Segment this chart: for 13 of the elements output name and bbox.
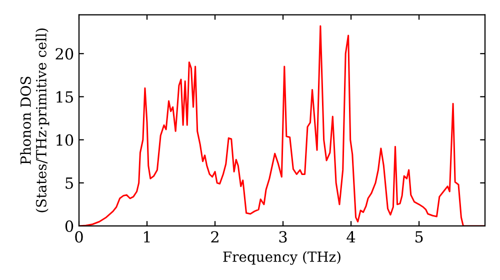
- x-tick-label: 0: [75, 231, 83, 243]
- y-tick-label: 15: [56, 91, 73, 103]
- y-tick-label: 20: [56, 48, 74, 60]
- y-tick-label: 10: [56, 134, 74, 146]
- x-tick-label: 1: [144, 231, 150, 242]
- x-tick-label: 3: [279, 231, 287, 243]
- x-tick-label: 2: [211, 231, 218, 242]
- x-tick-label: 5: [415, 231, 423, 243]
- y-tick-label: 0: [65, 220, 74, 232]
- y-tick-label: 5: [66, 178, 73, 189]
- x-tick-label: 4: [346, 231, 356, 242]
- x-axis-title: Frequency (THz): [223, 251, 340, 265]
- y-axis-title: Phonon DOS (States/THz·primitive cell): [20, 28, 50, 212]
